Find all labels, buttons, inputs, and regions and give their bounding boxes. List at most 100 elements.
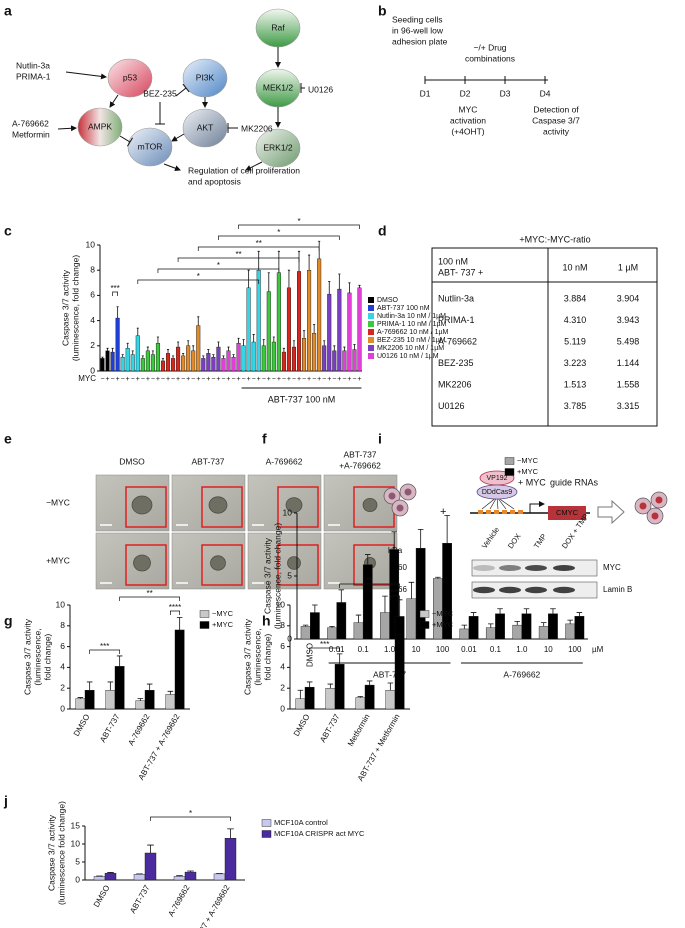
y-tick-label: 8	[90, 264, 95, 274]
guide-site	[486, 510, 491, 514]
spheroid	[131, 495, 153, 515]
label: (+4OHT)	[451, 126, 484, 136]
x-tick-label: +	[347, 376, 351, 383]
error-bar	[364, 554, 371, 565]
bar	[246, 287, 251, 372]
nucleus	[404, 488, 412, 496]
inset-box	[201, 544, 243, 586]
label: 10 nM	[562, 262, 587, 272]
significance-bracket	[309, 647, 340, 652]
guide-site	[510, 510, 515, 514]
x-tick-label: −	[131, 376, 135, 383]
node-label: AMPK	[88, 121, 112, 131]
bar	[347, 292, 352, 372]
error-bar	[227, 828, 234, 839]
bar	[297, 271, 302, 372]
x-axis-label: MYC	[78, 374, 96, 383]
error-bar	[257, 250, 260, 271]
x-tick-label: −	[161, 376, 165, 383]
y-tick-label: 8	[280, 620, 285, 630]
bar	[155, 343, 160, 372]
x-tick-label: +	[297, 376, 301, 383]
error-bar	[282, 347, 285, 353]
micrograph	[171, 474, 246, 532]
plus: +	[440, 506, 446, 518]
label: A-769662	[12, 118, 49, 128]
micrograph	[323, 532, 398, 590]
error-bar	[366, 680, 373, 686]
bar	[213, 873, 226, 881]
bar	[120, 356, 125, 372]
error-bar	[151, 350, 154, 355]
bar	[468, 616, 479, 640]
label: +MYC	[46, 555, 70, 565]
node-label: ERK1/2	[263, 142, 293, 152]
significance-bracket	[218, 235, 340, 240]
error-bar	[329, 626, 335, 628]
error-bar	[292, 340, 296, 348]
legend-swatch	[419, 621, 430, 629]
error-bar	[207, 349, 210, 354]
error-bar	[227, 346, 230, 351]
x-tick-label: −	[292, 376, 296, 383]
cell: 3.315	[617, 401, 640, 411]
y-tick-label: 10	[56, 599, 66, 609]
x-tick-label: +	[166, 376, 170, 383]
row-label: A-769662	[438, 336, 477, 346]
legend-label: −MYC	[432, 609, 454, 618]
bar	[565, 623, 575, 640]
bar	[355, 697, 366, 710]
error-bar	[146, 346, 149, 351]
x-tick-label: +	[206, 376, 210, 383]
bar	[135, 700, 146, 710]
x-tick-label: −	[191, 376, 195, 383]
error-bar	[357, 696, 364, 698]
significance: **	[147, 589, 153, 598]
error-bar	[182, 352, 185, 356]
label: D3	[500, 88, 511, 98]
label: Nutlin-3a	[16, 60, 50, 70]
bar	[304, 686, 315, 710]
row-label: BEZ-235	[438, 358, 474, 368]
y-axis-label: Caspase 3/7 activity	[22, 618, 32, 695]
error-bar	[435, 576, 441, 579]
legend-label: +MYC	[517, 467, 539, 476]
spheroid	[208, 496, 228, 514]
x-tick-label: +	[226, 376, 230, 383]
error-bar	[176, 617, 183, 630]
node-label: mTOR	[138, 141, 163, 151]
group-label: A-769662	[503, 669, 540, 679]
legend-label: A-769662 10 nM / 1µM	[377, 329, 449, 336]
x-tick-label: −	[342, 376, 346, 383]
lane-label: Vehicle	[480, 525, 501, 550]
x-tick-label: DMSO	[305, 643, 314, 667]
x-tick-label: −	[100, 376, 104, 383]
label: MYC	[603, 563, 621, 572]
label: guide RNAs	[550, 477, 599, 487]
protein	[476, 484, 518, 500]
label: Metformin	[12, 129, 50, 139]
spheroid	[210, 555, 226, 571]
error-bar	[576, 612, 583, 617]
bar	[521, 613, 532, 640]
legend-swatch	[504, 468, 515, 476]
y-tick-label: 8	[60, 620, 65, 630]
cell: 3.884	[564, 293, 587, 303]
label: Lamin B	[603, 585, 632, 594]
y-tick-label: 0	[90, 365, 95, 375]
inhibition	[175, 87, 187, 97]
x-tick-label: −	[111, 376, 115, 383]
label: Regulation of cell proliferation	[188, 165, 300, 175]
x-tick-label: +	[186, 376, 190, 383]
x-tick-label: −	[141, 376, 145, 383]
legend-label: ABT-737 100 nM	[377, 305, 430, 312]
bar	[130, 354, 135, 372]
inset-box	[125, 544, 167, 586]
bar	[93, 876, 106, 881]
error-bar	[197, 316, 200, 326]
inset-box	[125, 486, 167, 528]
legend-label: DMSO	[377, 297, 399, 304]
y-axis-label: (luminescence,	[32, 628, 42, 685]
panel-label: i	[378, 431, 382, 447]
y-tick-label: 15	[71, 820, 81, 830]
